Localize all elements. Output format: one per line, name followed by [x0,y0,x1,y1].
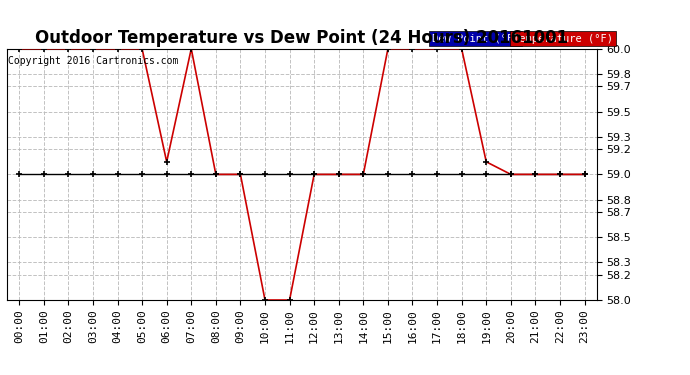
Text: Copyright 2016 Cartronics.com: Copyright 2016 Cartronics.com [8,56,179,66]
Text: Temperature (°F): Temperature (°F) [513,34,613,44]
Title: Outdoor Temperature vs Dew Point (24 Hours) 20161001: Outdoor Temperature vs Dew Point (24 Hou… [35,29,569,47]
Text: Dew Point (°F): Dew Point (°F) [432,34,519,44]
